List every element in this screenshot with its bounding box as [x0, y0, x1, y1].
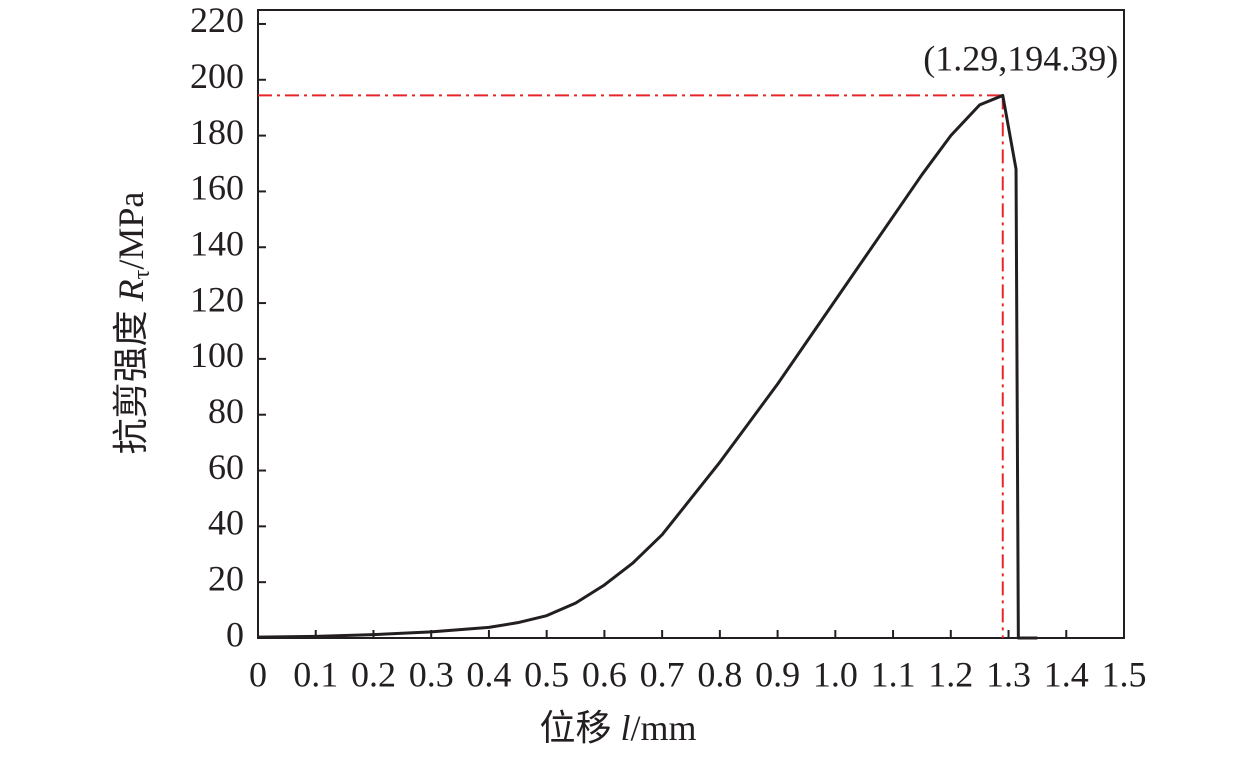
x-tick-label: 1.2 — [928, 654, 973, 694]
y-axis-label: 抗剪强度 Rτ/MPa — [111, 192, 154, 455]
y-label-part: R — [111, 279, 151, 302]
x-tick-label: 1.5 — [1102, 654, 1147, 694]
y-tick-label: 0 — [226, 614, 244, 654]
x-label-part: /mm — [631, 708, 697, 748]
x-tick-label: 0.5 — [524, 654, 569, 694]
x-tick-label: 1.4 — [1044, 654, 1089, 694]
y-tick-label: 60 — [208, 447, 244, 487]
x-tick-label: 0.3 — [409, 654, 454, 694]
y-tick-label: 40 — [208, 503, 244, 543]
y-tick-label: 80 — [208, 391, 244, 431]
x-tick-label: 0.1 — [293, 654, 338, 694]
y-tick-label: 20 — [208, 558, 244, 598]
x-tick-label: 0.2 — [351, 654, 396, 694]
y-tick-label: 120 — [190, 279, 244, 319]
x-tick-label: 0.6 — [582, 654, 627, 694]
y-label-part: τ — [129, 269, 155, 279]
y-label-part: 抗剪强度 — [111, 301, 151, 454]
line — [257, 93, 1038, 640]
y-tick-label: 160 — [190, 168, 244, 208]
plot-frame — [257, 9, 1125, 639]
y-tick-label: 100 — [190, 335, 244, 375]
x-tick-label: 0.4 — [466, 654, 511, 694]
y-tick-label: 140 — [190, 224, 244, 264]
y-tick-label: 200 — [190, 56, 244, 96]
x-label-part: 位移 — [539, 708, 620, 748]
y-tick-label: 180 — [190, 112, 244, 152]
x-tick-label: 1.1 — [871, 654, 916, 694]
x-tick-label: 0.8 — [697, 654, 742, 694]
x-tick-label: 1.0 — [813, 654, 858, 694]
x-axis-label: 位移 l/mm — [539, 708, 696, 748]
x-tick-label: 0.7 — [640, 654, 685, 694]
annotation-label: (1.29,194.39) — [923, 38, 1118, 78]
x-tick-label: 1.3 — [986, 654, 1031, 694]
x-tick-label: 0 — [249, 654, 267, 694]
x-label-part: l — [620, 708, 630, 748]
x-tick-label: 0.9 — [755, 654, 800, 694]
y-label-part: /MPa — [111, 192, 151, 270]
y-tick-label: 220 — [190, 0, 244, 40]
